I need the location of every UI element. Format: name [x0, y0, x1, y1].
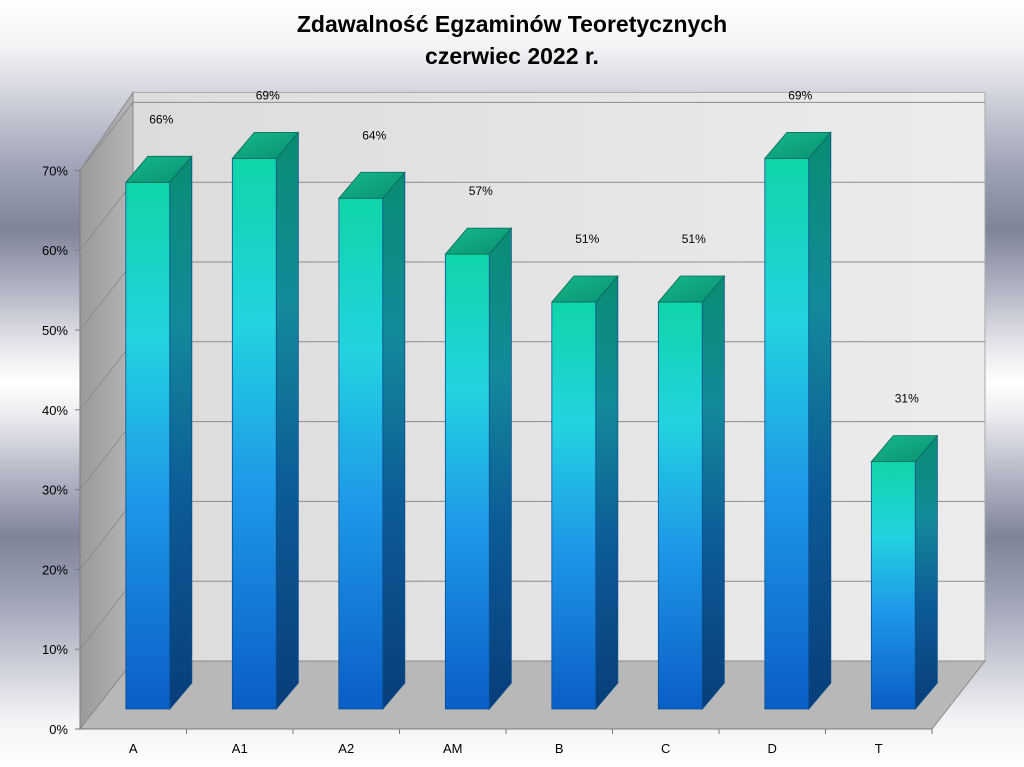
bar-front [338, 197, 384, 710]
bar-C [657, 274, 726, 711]
y-tick-label: 30% [42, 483, 68, 498]
data-label: 51% [575, 232, 599, 246]
bar-top [231, 131, 300, 159]
y-tick-label: 50% [42, 323, 68, 338]
x-tick-label: B [555, 741, 564, 756]
bar-AM [444, 227, 513, 711]
data-label: 66% [149, 112, 173, 126]
bar-front [870, 461, 916, 710]
chart-title-text: Zdawalność Egzaminów Teoretycznych [296, 11, 728, 37]
y-tick-label: 0% [49, 722, 68, 737]
bar-front [764, 157, 810, 710]
bar-A2 [337, 171, 406, 711]
bar-side [808, 131, 832, 711]
data-label: 64% [362, 128, 386, 142]
plot-area [78, 90, 987, 731]
bar-top [337, 171, 406, 199]
bar-top [444, 227, 513, 255]
y-tick-label: 20% [42, 562, 68, 577]
bar-top [763, 131, 832, 159]
bar-B [550, 274, 619, 711]
bar-side [701, 274, 725, 711]
y-tick-label: 70% [42, 163, 68, 178]
x-tick-label: A1 [232, 741, 248, 756]
bar-front [551, 301, 597, 710]
y-tick-label: 60% [42, 243, 68, 258]
bar-front [444, 253, 490, 710]
bar-side [488, 227, 512, 711]
y-tick-label: 40% [42, 403, 68, 418]
bar-side [382, 171, 406, 711]
x-tick-label: A2 [338, 741, 354, 756]
chart-subtitle-text: czerwiec 2022 r. [425, 43, 599, 69]
bar-A1 [231, 131, 300, 711]
bar-side [169, 155, 193, 711]
data-label: 69% [788, 88, 812, 102]
x-tick-label: A [129, 741, 138, 756]
floor [78, 660, 987, 730]
bar-top [870, 435, 939, 463]
gridline [79, 101, 985, 171]
chart-title: Zdawalność Egzaminów Teoretycznych czerw… [0, 8, 1024, 72]
bar-front [657, 301, 703, 710]
x-tick-label: C [661, 741, 670, 756]
bar-side [595, 274, 619, 711]
bar-front [125, 181, 171, 710]
y-tick-label: 10% [42, 642, 68, 657]
data-label: 51% [682, 232, 706, 246]
axis-labels: 0% 10% 20% 30% 40% 50% 60% 70% 66% A 69% A1 64% A2 57%… [42, 88, 919, 756]
data-label: 31% [895, 392, 919, 406]
bar-T [870, 434, 939, 711]
side-wall [79, 90, 134, 731]
bar-top [657, 275, 726, 303]
bar-front [231, 157, 277, 710]
bar-top [124, 155, 193, 183]
bar-top [550, 275, 619, 303]
bar-D [763, 131, 832, 711]
data-label: 57% [469, 184, 493, 198]
bar-side [275, 131, 299, 711]
data-label: 69% [256, 88, 280, 102]
x-tick-label: D [768, 741, 777, 756]
bar-A [124, 155, 193, 711]
x-tick-label: T [875, 741, 883, 756]
bar-side [914, 434, 938, 711]
bars [124, 131, 939, 711]
x-tick-label: AM [443, 741, 463, 756]
